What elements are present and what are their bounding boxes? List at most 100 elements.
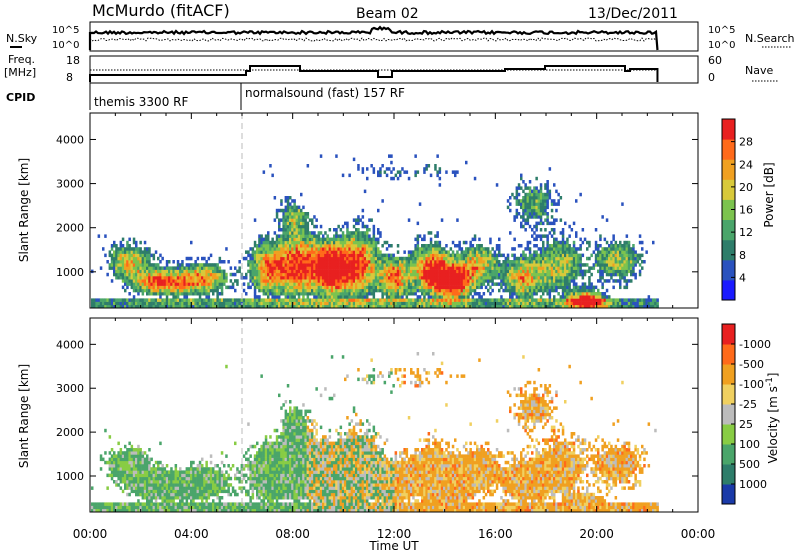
data-cell xyxy=(539,208,543,213)
data-cell xyxy=(284,269,288,274)
data-cell xyxy=(368,266,371,270)
data-cell xyxy=(502,288,505,293)
data-cell xyxy=(251,263,255,267)
data-cell xyxy=(548,295,552,299)
data-cell xyxy=(570,266,574,270)
data-cell xyxy=(447,250,450,254)
data-cell xyxy=(385,253,389,258)
data-cell xyxy=(352,301,356,306)
data-cell xyxy=(416,276,420,280)
data-cell xyxy=(599,244,602,248)
data-cell xyxy=(357,221,360,226)
data-cell xyxy=(319,295,323,299)
data-cell xyxy=(110,253,114,258)
data-cell xyxy=(531,192,534,197)
data-cell xyxy=(366,276,369,280)
data-cell xyxy=(526,256,530,261)
data-cell xyxy=(238,260,241,264)
data-cell xyxy=(392,263,395,267)
data-cell xyxy=(546,263,549,267)
data-cell xyxy=(542,202,545,206)
data-cell xyxy=(313,295,316,299)
data-cell xyxy=(157,288,160,293)
data-cell xyxy=(368,228,371,232)
data-cell xyxy=(313,250,316,254)
data-cell xyxy=(447,266,450,270)
data-cell xyxy=(275,260,279,264)
data-cell xyxy=(473,266,477,270)
data-cell xyxy=(526,304,530,309)
data-cell xyxy=(443,292,446,296)
data-cell xyxy=(627,279,631,283)
data-cell xyxy=(108,451,112,455)
data-cell xyxy=(575,231,578,235)
data-cell xyxy=(460,266,464,270)
data-cell xyxy=(440,279,444,283)
data-cell xyxy=(489,269,492,274)
data-cell xyxy=(489,276,492,280)
data-cell xyxy=(568,263,571,267)
data-cell xyxy=(363,240,367,245)
data-cell xyxy=(440,276,444,280)
data-cell xyxy=(638,253,642,258)
data-cell xyxy=(434,250,437,254)
data-cell xyxy=(544,234,547,238)
data-cell xyxy=(469,276,472,280)
data-cell xyxy=(198,263,202,267)
data-cell xyxy=(597,295,600,299)
data-cell xyxy=(326,272,329,277)
data-cell xyxy=(159,288,162,293)
data-cell xyxy=(341,266,345,270)
data-cell xyxy=(471,282,475,286)
data-cell xyxy=(414,170,417,174)
data-cell xyxy=(575,304,578,309)
data-cell xyxy=(484,279,488,283)
data-cell xyxy=(335,234,338,238)
data-cell xyxy=(465,247,468,251)
data-cell xyxy=(366,253,369,258)
data-cell xyxy=(326,292,329,296)
data-cell xyxy=(555,253,558,258)
data-cell xyxy=(625,266,629,270)
data-cell xyxy=(313,285,316,290)
data-cell xyxy=(333,234,336,238)
data-cell xyxy=(361,215,365,219)
data-cell xyxy=(608,304,611,309)
data-cell xyxy=(361,272,365,277)
data-cell xyxy=(324,304,327,309)
data-cell xyxy=(366,247,369,251)
data-cell xyxy=(187,282,191,286)
data-cell xyxy=(427,231,431,235)
data-cell xyxy=(379,282,382,286)
data-cell xyxy=(335,279,338,283)
data-cell xyxy=(487,279,490,283)
data-cell xyxy=(550,234,554,238)
data-cell xyxy=(220,301,224,306)
data-cell xyxy=(350,244,354,248)
data-cell xyxy=(597,288,600,293)
data-cell xyxy=(216,279,219,283)
data-cell xyxy=(614,244,618,248)
data-cell xyxy=(517,183,521,187)
data-cell xyxy=(218,282,222,286)
data-cell xyxy=(289,269,292,274)
data-cell xyxy=(586,298,589,302)
data-cell xyxy=(115,276,118,280)
data-cell xyxy=(641,266,644,270)
data-cell xyxy=(469,292,472,296)
data-cell xyxy=(280,240,283,245)
data-cell xyxy=(130,260,134,264)
data-cell xyxy=(511,247,514,251)
data-cell xyxy=(465,288,468,293)
data-cell xyxy=(339,269,343,274)
data-cell xyxy=(546,202,549,206)
data-cell xyxy=(619,285,622,290)
data-cell xyxy=(528,292,532,296)
data-cell xyxy=(141,272,145,277)
data-cell xyxy=(535,202,538,206)
data-cell xyxy=(106,272,109,277)
power-heatmap-cells xyxy=(91,154,659,309)
data-cell xyxy=(355,263,358,267)
data-cell xyxy=(275,279,279,283)
data-cell xyxy=(203,266,206,270)
